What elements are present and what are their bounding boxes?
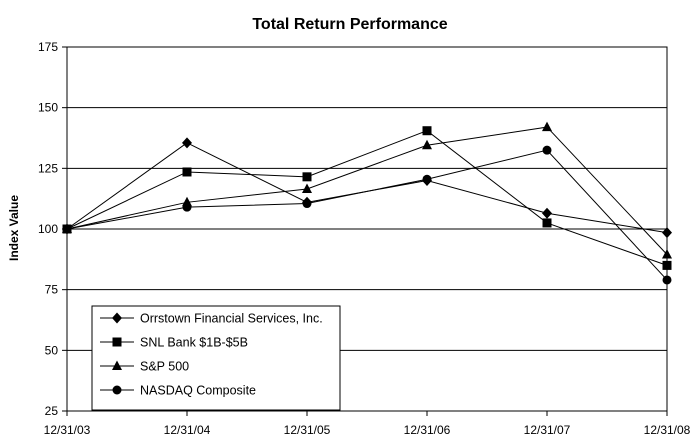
data-point-diamond	[542, 207, 552, 219]
series-line	[66, 149, 668, 281]
series-line	[66, 130, 668, 266]
legend-item: NASDAQ Composite	[100, 384, 256, 398]
data-point-square	[542, 218, 552, 228]
data-point-circle	[62, 224, 72, 234]
data-point-circle	[542, 145, 552, 155]
legend-marker-circle	[112, 385, 122, 395]
legend-marker-square	[112, 337, 122, 347]
y-tick-label: 150	[38, 101, 58, 115]
y-tick-label: 75	[45, 283, 59, 297]
x-tick-label: 12/31/06	[404, 423, 451, 437]
legend-marker-triangle	[112, 360, 122, 370]
chart-title: Total Return Performance	[252, 16, 447, 33]
series-circle	[62, 145, 672, 285]
x-axis-ticks: 12/31/03 12/31/04 12/31/05 12/31/06 12/31/07…	[44, 411, 691, 437]
series-group	[62, 121, 672, 285]
y-tick-label: 100	[38, 222, 58, 236]
legend-label: S&P 500	[140, 360, 189, 374]
x-tick-label: 12/31/07	[524, 423, 571, 437]
data-point-triangle	[422, 139, 432, 150]
data-point-circle	[422, 174, 432, 184]
x-tick-label: 12/31/03	[44, 423, 91, 437]
legend-item: SNL Bank $1B-$5B	[100, 336, 248, 350]
y-tick-label: 125	[38, 161, 58, 175]
data-point-square	[302, 172, 312, 182]
data-point-square	[422, 126, 432, 136]
data-point-square	[182, 167, 192, 177]
data-point-circle	[662, 275, 672, 285]
legend-label: Orrstown Financial Services, Inc.	[140, 312, 323, 326]
y-tick-label: 25	[45, 404, 59, 418]
x-tick-label: 12/31/08	[644, 423, 691, 437]
y-axis-ticks: 25 50 75 100 125 150 175	[38, 40, 67, 418]
legend-item: S&P 500	[100, 360, 189, 374]
series-line	[66, 126, 668, 255]
data-point-triangle	[662, 248, 672, 259]
x-tick-label: 12/31/04	[164, 423, 211, 437]
x-tick-label: 12/31/05	[284, 423, 331, 437]
data-point-square	[662, 260, 672, 270]
y-axis-title: Index Value	[7, 195, 21, 261]
y-tick-label: 50	[45, 343, 59, 357]
legend-box	[91, 305, 341, 411]
legend-item: Orrstown Financial Services, Inc.	[100, 312, 323, 326]
data-point-diamond	[182, 137, 192, 149]
data-point-diamond	[662, 227, 672, 239]
data-point-triangle	[302, 183, 312, 193]
legend-marker-diamond	[112, 312, 122, 324]
data-point-triangle	[542, 121, 552, 132]
legend-label: NASDAQ Composite	[140, 384, 256, 398]
data-point-circle	[182, 202, 192, 212]
legend-label: SNL Bank $1B-$5B	[140, 336, 248, 350]
data-point-circle	[302, 199, 312, 209]
y-tick-label: 175	[38, 40, 58, 54]
legend: Orrstown Financial Services, Inc. SNL Ban…	[91, 305, 341, 411]
